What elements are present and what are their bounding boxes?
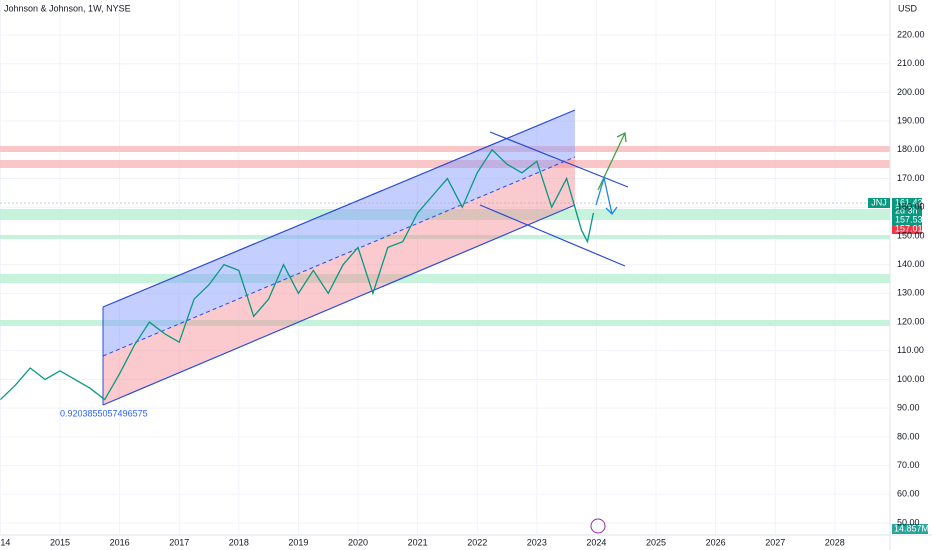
y-tick-label: 190.00 xyxy=(897,115,925,125)
up-arrow-head xyxy=(616,132,627,143)
y-tick-label: 210.00 xyxy=(897,58,925,68)
y-tick-label: 150.00 xyxy=(897,230,925,240)
up-arrow xyxy=(597,132,626,191)
y-tick-label: 80.00 xyxy=(897,431,920,441)
resistance-zone xyxy=(0,146,890,152)
price-tag: 157.53 xyxy=(895,214,923,224)
y-tick-label: 70.00 xyxy=(897,460,920,470)
x-tick-label: 2015 xyxy=(50,537,70,547)
y-tick-label: 200.00 xyxy=(897,87,925,97)
support-zone xyxy=(0,274,890,283)
x-tick-label: 2028 xyxy=(825,537,845,547)
volume-tag-bg xyxy=(892,524,928,534)
y-tick-label: 220.00 xyxy=(897,29,925,39)
y-tick-label: 170.00 xyxy=(897,173,925,183)
countdown: 2d 3h xyxy=(895,205,918,215)
x-tick-label: 2025 xyxy=(646,537,666,547)
y-tick-label: 100.00 xyxy=(897,374,925,384)
y-tick-label: 110.00 xyxy=(897,345,924,355)
volume-label: 14.857M xyxy=(894,523,929,533)
x-tick-label: 2027 xyxy=(765,537,785,547)
down-channel-line xyxy=(489,131,629,188)
support-zone xyxy=(0,320,890,326)
support-zone xyxy=(0,209,890,220)
channel-line xyxy=(102,109,576,308)
event-icon[interactable] xyxy=(590,518,606,534)
support-zone xyxy=(0,235,890,239)
x-tick-label: 2021 xyxy=(408,537,428,547)
price-line xyxy=(0,148,595,401)
channel-line xyxy=(102,204,576,406)
price-tag: 161.42 xyxy=(895,197,923,207)
x-tick-label: 2022 xyxy=(467,537,487,547)
channel-upper-fill xyxy=(103,110,575,356)
x-tick-label: 2018 xyxy=(229,537,249,547)
x-tick-label: 2024 xyxy=(586,537,606,547)
chart-title: Johnson & Johnson, 1W, NYSE xyxy=(4,3,131,13)
y-tick-label: 180.00 xyxy=(897,144,925,154)
price-tag-bg xyxy=(892,198,922,225)
x-tick-label: 2016 xyxy=(110,537,130,547)
y-tick-label: 90.00 xyxy=(897,403,920,413)
price-tag-bg xyxy=(892,225,922,234)
down-channel-line xyxy=(479,204,626,267)
y-tick-label: 60.00 xyxy=(897,489,920,499)
y-tick-label: 130.00 xyxy=(897,288,925,298)
channel-mid xyxy=(102,156,576,357)
currency: USD xyxy=(898,3,918,13)
channel-lower-fill xyxy=(103,157,575,405)
y-tick-label: 50.00 xyxy=(897,517,920,527)
series xyxy=(0,148,595,401)
y-tick-label: 120.00 xyxy=(897,316,925,326)
down-arrow xyxy=(595,175,613,215)
down-arrow-head xyxy=(605,206,618,216)
x-tick-label: 2017 xyxy=(169,537,189,547)
y-tick-label: 160.00 xyxy=(897,202,925,212)
x-tick-label: 2026 xyxy=(706,537,726,547)
symbol-tag: JNJ xyxy=(871,197,887,207)
x-tick-label: 2019 xyxy=(288,537,308,547)
y-tick-label: 140.00 xyxy=(897,259,925,269)
price-tag: 157.01 xyxy=(895,223,923,233)
x-tick-label: 2014 xyxy=(0,537,10,547)
x-tick-label: 2023 xyxy=(527,537,547,547)
symbol-tag-bg xyxy=(868,198,890,208)
x-tick-label: 2020 xyxy=(348,537,368,547)
annotation: 0.9203855057496575 xyxy=(60,408,148,418)
